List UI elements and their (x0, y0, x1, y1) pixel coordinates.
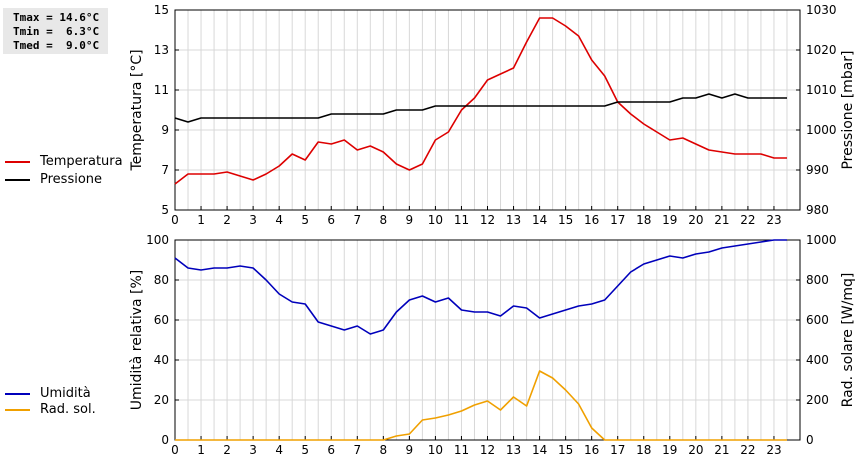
x-tick-label: 8 (380, 213, 388, 227)
legend-humidity-swatch (5, 393, 30, 395)
x-tick-label: 4 (275, 213, 283, 227)
y-left-tick-label: 11 (154, 83, 169, 97)
x-tick-label: 15 (558, 443, 573, 457)
x-tick-label: 1 (197, 443, 205, 457)
y-right-tick-label: 600 (806, 313, 829, 327)
x-tick-label: 13 (506, 213, 521, 227)
y-right-tick-label: 800 (806, 273, 829, 287)
x-tick-label: 4 (275, 443, 283, 457)
y-right-tick-label: 1030 (806, 3, 837, 17)
x-tick-label: 0 (171, 213, 179, 227)
y-left-tick-label: 60 (154, 313, 169, 327)
stat-tmax: Tmax = 14.6°C (13, 11, 100, 24)
series-line-rad-sol- (175, 370, 787, 441)
x-tick-label: 10 (428, 213, 443, 227)
y-left-tick-label: 20 (154, 393, 169, 407)
stats-box: Tmax = 14.6°C Tmin = 6.3°C Tmed = 9.0°C (3, 8, 108, 54)
stat-tmin: Tmin = 6.3°C (13, 25, 100, 38)
y-right-tick-label: 1010 (806, 83, 837, 97)
stat-tmed: Tmed = 9.0°C (13, 39, 100, 52)
series-line-temperatura (174, 17, 787, 185)
x-tick-label: 11 (454, 443, 469, 457)
x-tick-label: 19 (662, 213, 677, 227)
y-right-tick-label: 1000 (806, 123, 837, 137)
x-tick-label: 2 (223, 443, 231, 457)
y-right-tick-label: 200 (806, 393, 829, 407)
y-left-axis-label: Umidità relativa [%] (129, 270, 145, 411)
x-tick-label: 13 (506, 443, 521, 457)
x-tick-label: 17 (610, 443, 625, 457)
x-tick-label: 7 (353, 213, 361, 227)
x-tick-label: 1 (197, 213, 205, 227)
y-right-axis-label: Pressione [mbar] (840, 50, 856, 169)
x-tick-label: 12 (480, 443, 495, 457)
x-tick-label: 22 (740, 213, 755, 227)
y-right-axis-label: Rad. solare [W/mq] (840, 273, 856, 408)
x-tick-label: 6 (327, 213, 335, 227)
y-right-tick-label: 980 (806, 203, 829, 217)
x-tick-label: 12 (480, 213, 495, 227)
x-tick-label: 20 (688, 443, 703, 457)
y-left-tick-label: 7 (161, 163, 169, 177)
x-tick-label: 5 (301, 443, 309, 457)
series-line-pressione (174, 93, 787, 123)
x-tick-label: 9 (406, 213, 414, 227)
y-left-tick-label: 100 (146, 233, 169, 247)
legend-humidity-label: Umidità (40, 386, 91, 401)
x-tick-label: 14 (532, 443, 547, 457)
x-tick-label: 2 (223, 213, 231, 227)
x-tick-label: 3 (249, 213, 257, 227)
x-tick-label: 16 (584, 443, 599, 457)
y-right-tick-label: 0 (806, 433, 814, 447)
x-tick-label: 8 (380, 443, 388, 457)
series-line-umidit- (174, 239, 787, 335)
y-right-tick-label: 1020 (806, 43, 837, 57)
y-left-tick-label: 13 (154, 43, 169, 57)
legend-temperature-swatch (5, 161, 30, 163)
x-tick-label: 17 (610, 213, 625, 227)
x-tick-label: 16 (584, 213, 599, 227)
x-tick-label: 23 (766, 443, 781, 457)
y-left-tick-label: 80 (154, 273, 169, 287)
legend-pressure-swatch (5, 179, 30, 181)
y-left-tick-label: 40 (154, 353, 169, 367)
x-tick-label: 21 (714, 213, 729, 227)
x-tick-label: 22 (740, 443, 755, 457)
x-tick-label: 3 (249, 443, 257, 457)
legend-radiation-label: Rad. sol. (40, 402, 96, 417)
y-left-axis-label: Temperatura [°C] (129, 49, 145, 171)
y-left-tick-label: 9 (161, 123, 169, 137)
x-tick-label: 7 (353, 443, 361, 457)
legend-radiation-swatch (5, 409, 30, 411)
x-tick-label: 21 (714, 443, 729, 457)
y-right-tick-label: 400 (806, 353, 829, 367)
x-tick-label: 20 (688, 213, 703, 227)
x-tick-label: 18 (636, 443, 651, 457)
x-tick-label: 5 (301, 213, 309, 227)
y-left-tick-label: 5 (161, 203, 169, 217)
x-tick-label: 9 (406, 443, 414, 457)
x-tick-label: 23 (766, 213, 781, 227)
x-tick-label: 14 (532, 213, 547, 227)
y-right-tick-label: 1000 (806, 233, 837, 247)
x-tick-label: 10 (428, 443, 443, 457)
x-tick-label: 6 (327, 443, 335, 457)
x-tick-label: 11 (454, 213, 469, 227)
x-tick-label: 19 (662, 443, 677, 457)
legend-pressure-label: Pressione (40, 172, 103, 187)
y-left-tick-label: 0 (161, 433, 169, 447)
legend-temperature-label: Temperatura (40, 154, 123, 169)
y-left-tick-label: 15 (154, 3, 169, 17)
x-tick-label: 18 (636, 213, 651, 227)
x-tick-label: 15 (558, 213, 573, 227)
x-tick-label: 0 (171, 443, 179, 457)
y-right-tick-label: 990 (806, 163, 829, 177)
